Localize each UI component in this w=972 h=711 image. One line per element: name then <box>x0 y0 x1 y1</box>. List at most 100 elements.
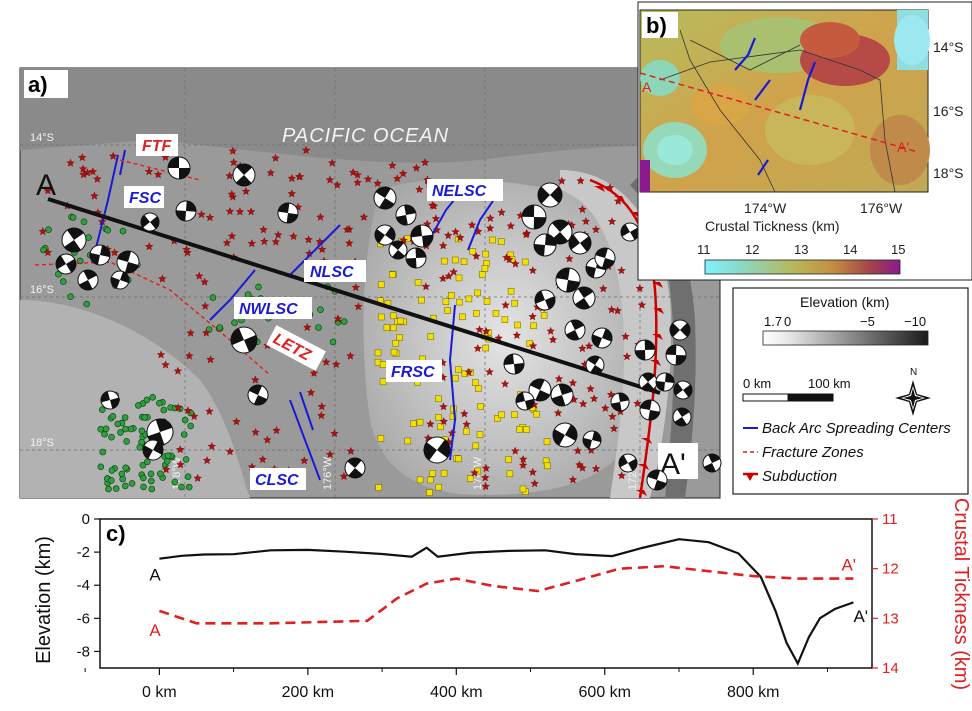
earthquake-yellow-square <box>455 455 462 463</box>
y-right-tick-label: 12 <box>882 561 899 578</box>
focal-mechanism-icon <box>665 344 687 366</box>
earthquake-green-dot <box>209 294 217 301</box>
earthquake-green-dot <box>108 477 115 484</box>
panel-c-chart: 0 km 200 km 400 km 600 km 800 km 0 -2 -4 -6 -8 11 1… <box>33 498 972 701</box>
y-left-tick-label: 0 <box>82 511 90 528</box>
earthquake-red-star <box>227 189 236 198</box>
earthquake-green-dot <box>171 478 179 486</box>
earthquake-red-star <box>432 225 442 234</box>
focal-mechanism-icon <box>61 227 87 253</box>
focal-mechanism-icon <box>702 453 722 473</box>
subduction-tooth <box>652 334 663 340</box>
inset-lon-174w: 174°W <box>744 200 787 216</box>
earthquake-red-star <box>528 266 537 275</box>
focal-mechanism-icon <box>277 202 299 224</box>
earthquake-green-dot <box>157 470 164 478</box>
earthquake-red-star <box>205 406 214 416</box>
focal-mechanism-icon <box>646 469 668 491</box>
inset-lat-18s: 18°S <box>933 165 964 181</box>
earthquake-red-star <box>316 212 325 221</box>
earthquake-yellow-square <box>544 462 551 470</box>
earthquake-red-star <box>108 151 118 160</box>
subduction-tooth <box>636 490 647 496</box>
earthquake-red-star <box>145 242 154 251</box>
focal-mechanism-icon <box>116 250 140 274</box>
subduction-tooth <box>641 438 652 444</box>
crustal-line-start-label: A <box>149 621 161 640</box>
focal-mechanism-icon <box>146 418 174 446</box>
subduction-tooth <box>614 196 625 202</box>
focal-mechanism-icon <box>591 327 613 349</box>
earthquake-red-star <box>554 374 564 383</box>
earthquake-red-star <box>272 426 281 435</box>
earthquake-yellow-square <box>427 476 434 484</box>
colorbar-tick-14: 14 <box>843 242 857 257</box>
elevation-line-end-label: A' <box>853 607 868 626</box>
earthquake-green-dot <box>139 461 147 469</box>
x-tick-label: 800 km <box>727 684 779 701</box>
elevation-line-start-label: A <box>149 566 161 585</box>
panel-b-label: b) <box>646 13 667 38</box>
earthquake-red-star <box>475 325 484 334</box>
earthquake-yellow-square <box>489 236 496 244</box>
lat-label-16s: 16°S <box>30 284 54 296</box>
earthquake-green-dot <box>108 467 116 474</box>
earthquake-red-star <box>589 394 599 403</box>
earthquake-yellow-square <box>478 271 486 278</box>
earthquake-green-dot <box>315 324 322 331</box>
earthquake-yellow-square <box>377 435 385 442</box>
chart-plot-frame <box>99 518 873 669</box>
focal-mechanism-icon <box>89 244 111 266</box>
focal-mechanism-icon <box>550 383 574 407</box>
earthquake-red-star <box>182 245 191 254</box>
earthquake-green-dot <box>317 306 324 314</box>
earthquake-red-star <box>300 456 309 465</box>
earthquake-red-star <box>271 153 280 162</box>
earthquake-red-star <box>444 231 453 240</box>
crustal-thickness-line <box>158 564 854 625</box>
focal-mechanism-icon <box>503 353 525 375</box>
earthquake-red-star <box>546 326 555 335</box>
earthquake-red-star <box>345 238 354 247</box>
focal-mechanism-icon <box>564 319 586 341</box>
earthquake-yellow-square <box>416 418 424 426</box>
earthquake-green-dot <box>164 452 172 460</box>
focal-mechanism-icon <box>669 319 691 341</box>
focal-mechanism-icon <box>673 380 693 400</box>
earthquake-yellow-square <box>378 313 385 321</box>
earthquake-red-star <box>460 409 469 418</box>
earthquake-yellow-square <box>389 271 396 278</box>
elev-tick-2: 0 <box>784 314 791 329</box>
earthquake-green-dot <box>140 483 147 491</box>
focal-mechanism-icon <box>638 372 658 392</box>
earthquake-red-star <box>205 213 215 222</box>
earthquake-red-star <box>528 312 537 321</box>
earthquake-red-star <box>66 158 75 167</box>
earthquake-red-star <box>197 210 206 219</box>
earthquake-yellow-square <box>379 378 387 386</box>
earthquake-green-dot <box>138 438 145 446</box>
earthquake-red-star <box>251 427 260 436</box>
earthquake-red-star <box>287 173 296 183</box>
focal-mechanism-icon <box>594 247 616 269</box>
colorbar-tick-11: 11 <box>697 242 711 257</box>
colorbar-tick-15: 15 <box>891 242 905 257</box>
earthquake-red-star <box>553 408 563 417</box>
earthquake-red-star <box>439 241 448 250</box>
earthquake-red-star <box>557 176 566 185</box>
earthquake-red-star <box>156 350 166 359</box>
earthquake-red-star <box>373 179 382 188</box>
earthquake-red-star <box>274 230 283 239</box>
y-right-tick-label: 14 <box>882 660 899 677</box>
earthquake-green-dot <box>178 483 185 491</box>
focal-mechanism-icon <box>395 204 417 226</box>
earthquake-yellow-square <box>441 257 448 265</box>
earthquake-red-star <box>266 168 275 177</box>
earthquake-red-star <box>415 185 424 194</box>
earthquake-green-dot <box>181 416 189 424</box>
earthquake-red-star <box>93 174 102 183</box>
earthquake-red-star <box>473 344 482 353</box>
earthquake-yellow-square <box>459 313 466 321</box>
earthquake-red-star <box>246 207 256 216</box>
focal-mechanism-icon <box>423 436 451 464</box>
